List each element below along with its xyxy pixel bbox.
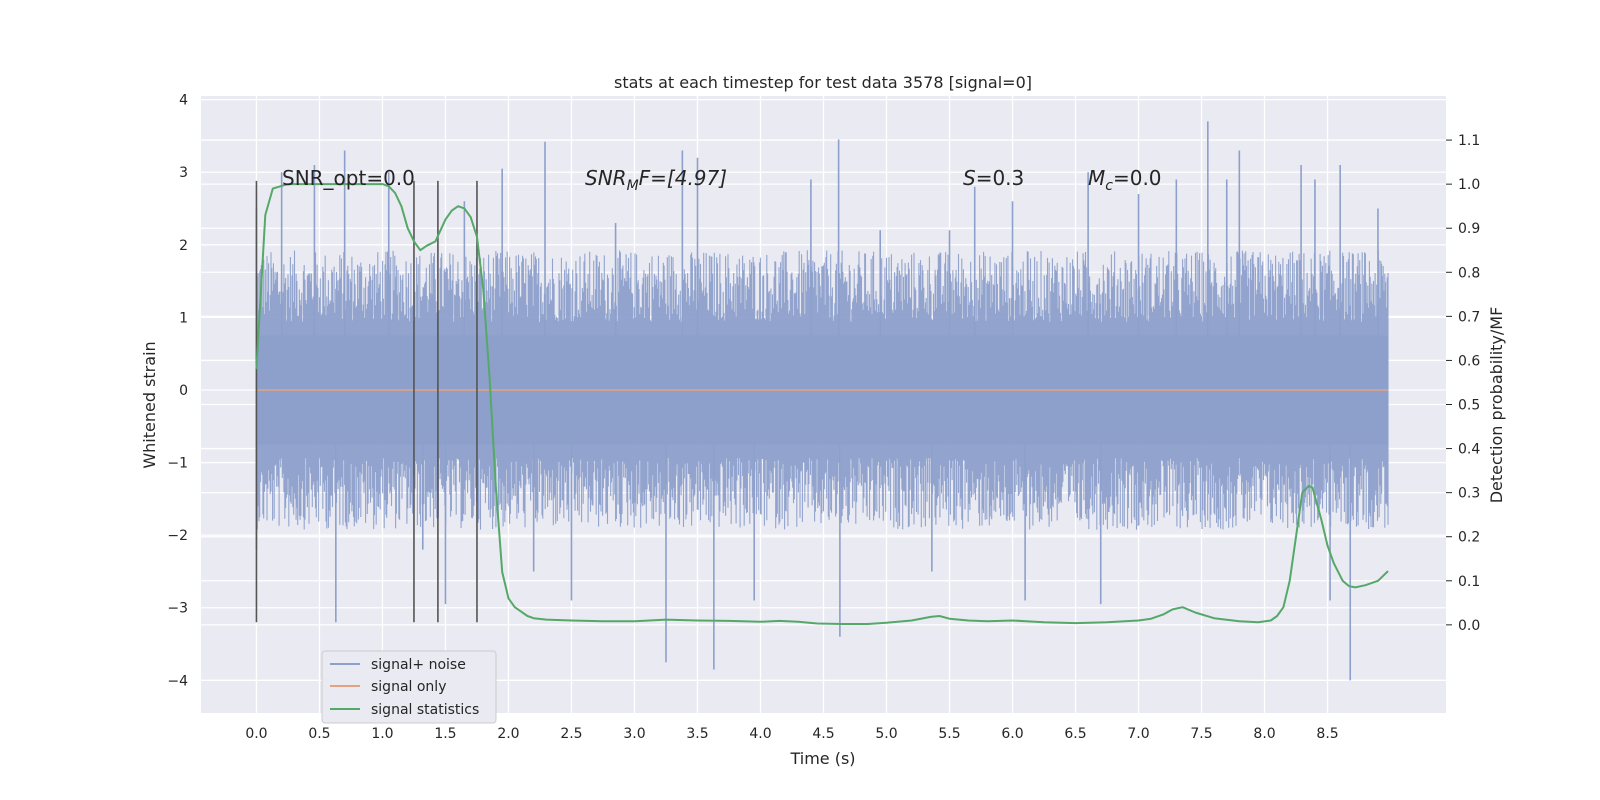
annotation-s-symbol: S [963,166,976,190]
x-tick-label: 7.0 [1127,726,1149,742]
annotation-mc-symbol: M [1088,166,1105,190]
legend: signal+ noise signal only signal statist… [321,650,497,724]
annotation-mc-sub: c [1105,178,1113,194]
annotation-mc: Mc=0.0 [1088,166,1162,194]
annotation-s-value: =0.3 [976,166,1025,190]
y-right-tick-label: 1.1 [1458,133,1480,149]
x-tick-label: 3.0 [623,726,645,742]
x-tick-labels: 0.0 0.5 1.0 1.5 2.0 2.5 3.0 3.5 4.0 4.5 5.0 5.5 6.0 6… [245,726,1338,742]
y-right-tick-label: 0.3 [1458,486,1480,502]
annotation-mc-value: =0.0 [1113,166,1162,190]
annotation-s: S=0.3 [963,166,1024,190]
chart-title: stats at each timestep for test data 357… [614,73,1032,92]
legend-label-signal-only: signal only [371,679,446,695]
marker-lines [255,180,478,623]
x-tick-label: 4.5 [812,726,834,742]
y-left-tick-label: −2 [167,528,188,544]
y-right-tick-label: 0.8 [1458,265,1480,281]
legend-label-statistics: signal statistics [371,702,479,718]
y-left-tick-label: 1 [179,310,188,326]
x-tick-label: 0.5 [308,726,330,742]
y-left-tick-labels: −4 −3 −2 −1 0 1 2 3 4 [167,93,188,690]
y-right-tick-label: 1.0 [1458,177,1480,193]
statistics-line [255,183,1389,625]
x-tick-label: 6.5 [1064,726,1086,742]
y-right-tick-label: 0.6 [1458,353,1480,369]
x-tick-label: 6.0 [1001,726,1023,742]
legend-box [321,650,497,724]
annotation-snr-mf-sub: M [627,178,639,194]
y-right-tick-label: 0.0 [1458,618,1480,634]
y-axis-label-right: Detection probability/MF [1487,307,1506,504]
annotation-snr-opt: SNR_opt=0.0 [282,166,415,190]
annotation-snr-mf-main: SNR [585,166,627,190]
x-tick-label: 1.0 [371,726,393,742]
annotation-snr-mf: SNRMF=[4.97] [585,166,727,194]
x-tick-label: 1.5 [434,726,456,742]
x-axis-label: Time (s) [789,749,855,768]
x-tick-label: 2.0 [497,726,519,742]
x-tick-label: 2.5 [560,726,582,742]
x-tick-label: 8.0 [1253,726,1275,742]
y-left-tick-label: 2 [179,238,188,254]
y-right-tick-label: 0.1 [1458,574,1480,590]
y-right-tick-label: 0.4 [1458,442,1480,458]
y-left-tick-label: −3 [167,601,188,617]
y-left-tick-label: 0 [179,383,188,399]
x-tick-label: 0.0 [245,726,267,742]
x-tick-label: 7.5 [1190,726,1212,742]
y-right-tick-label: 0.2 [1458,530,1480,546]
y-left-tick-label: −4 [167,673,188,689]
y-right-tick-label: 0.9 [1458,221,1480,237]
y-axis-label-left: Whitened strain [140,341,159,468]
y-left-tick-label: 3 [179,165,188,181]
y-right-tick-labels: 0.0 0.1 0.2 0.3 0.4 0.5 0.6 0.7 0.8 0.9 1.0 1.1 [1446,133,1480,634]
x-tick-label: 5.5 [938,726,960,742]
y-left-tick-label: −1 [167,456,188,472]
y-left-tick-label: 4 [179,93,188,109]
x-tick-label: 4.0 [749,726,771,742]
x-tick-label: 5.0 [875,726,897,742]
x-tick-label: 8.5 [1316,726,1338,742]
y-right-tick-label: 0.5 [1458,398,1480,414]
x-tick-label: 3.5 [686,726,708,742]
statistics-series [255,183,1389,625]
legend-label-noise: signal+ noise [371,657,466,673]
annotation-snr-mf-rest-italic: F=[4.97] [639,166,727,190]
y-right-tick-label: 0.7 [1458,309,1480,325]
